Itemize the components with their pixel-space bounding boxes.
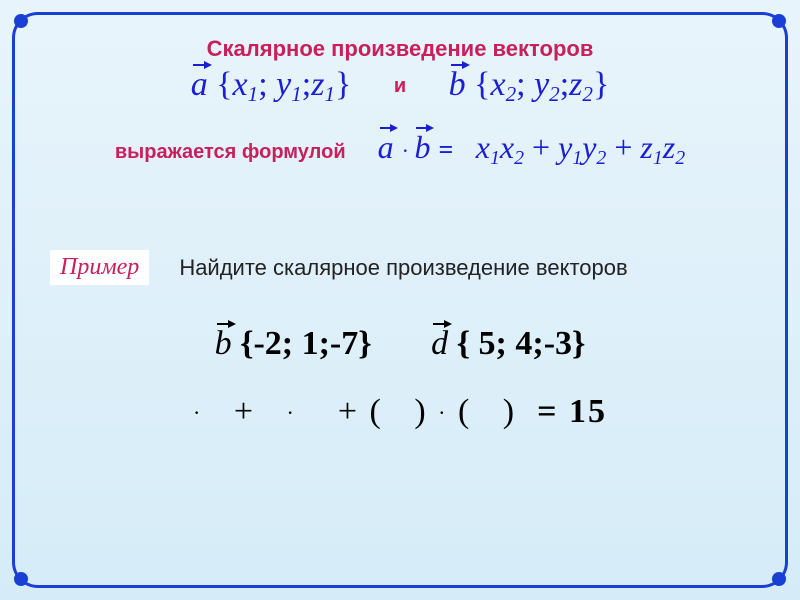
vectors-definition: a {x1; y1;z1} и b {x2; y2;z2} xyxy=(40,66,760,107)
corner-dot xyxy=(14,572,28,586)
vector-a-symbol: a xyxy=(191,66,208,104)
corner-dot xyxy=(14,14,28,28)
formula-lead: выражается формулой xyxy=(115,141,346,163)
corner-dot xyxy=(772,572,786,586)
example-row: Пример Найдите скалярное произведение ве… xyxy=(40,250,760,285)
example-result: = 15 xyxy=(537,393,607,430)
formula-line: выражается формулой a · b = x1x2 + y1y2 … xyxy=(40,129,760,170)
example-badge: Пример xyxy=(50,250,149,285)
corner-dot xyxy=(772,14,786,28)
example-vectors: b {-2; 1;-7} d { 5; 4;-3} xyxy=(40,325,760,363)
example-v2-symbol: d xyxy=(431,325,448,363)
and-conjunction: и xyxy=(394,75,406,97)
formula-b: b xyxy=(414,129,430,166)
example-computation: · + · + ( ) · ( ) = 15 xyxy=(40,393,760,431)
example-task: Найдите скалярное произведение векторов xyxy=(179,255,627,281)
slide-content: Скалярное произведение векторов a {x1; y… xyxy=(40,30,760,570)
formula-a: a xyxy=(378,129,394,166)
slide-title: Скалярное произведение векторов xyxy=(40,36,760,62)
example-v1-symbol: b xyxy=(215,325,232,363)
vector-b-symbol: b xyxy=(449,66,466,104)
